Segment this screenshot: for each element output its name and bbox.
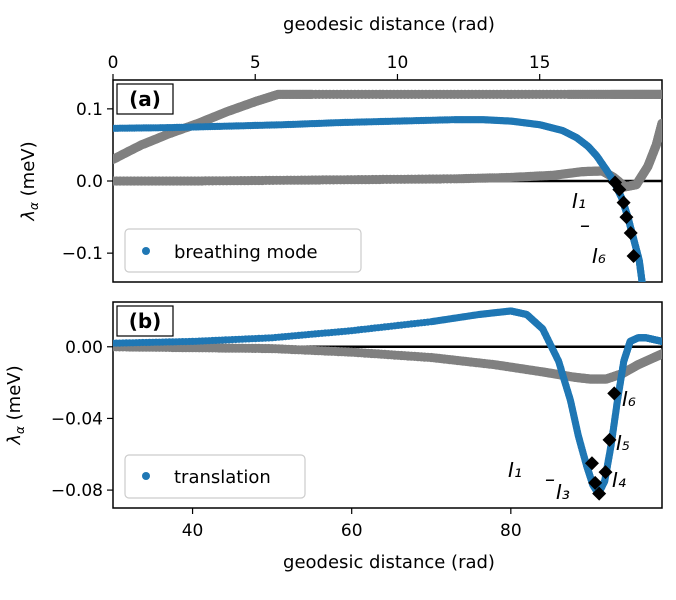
image-marker (607, 386, 622, 401)
image-marker (616, 195, 631, 210)
y-tick-label: 0.1 (76, 100, 103, 120)
marker-label-dash: – (545, 467, 555, 491)
image-marker (592, 486, 607, 501)
marker-label-last: I₆ (592, 244, 606, 268)
image-marker (584, 456, 599, 471)
top-x-axis-label: geodesic distance (rad) (283, 14, 495, 35)
image-marker (619, 210, 634, 225)
panel-b-legend-marker (142, 472, 150, 480)
y-tick-label: 0.00 (65, 338, 103, 358)
marker-label-first: I₁ (572, 189, 586, 213)
panel-b-x-ticks: 40 60 80 (182, 508, 522, 541)
image-marker (602, 432, 617, 447)
marker-label-i4: I₄ (612, 468, 626, 492)
panel-a-y-ticks: −0.1 0.0 0.1 (62, 100, 113, 264)
top-x-tick-label: 10 (387, 53, 409, 73)
panel-b-y-ticks: −0.08 −0.04 0.00 (51, 338, 113, 501)
blue-data-point (638, 278, 646, 282)
top-x-ticks: 0 5 10 15 (108, 53, 551, 80)
top-x-tick-label: 0 (108, 53, 119, 73)
panel-a-legend-label: breathing mode (174, 242, 318, 263)
x-tick-label: 60 (341, 521, 363, 541)
y-tick-label: −0.08 (51, 481, 103, 501)
x-tick-label: 40 (182, 521, 204, 541)
marker-label-i6: I₆ (622, 387, 636, 411)
x-tick-label: 80 (500, 521, 522, 541)
panel-a: −0.1 0.0 0.1 λα (meV) (a) breathing mode I… (18, 79, 663, 283)
image-marker (598, 465, 613, 480)
y-tick-label: −0.1 (62, 244, 103, 264)
panel-b-y-axis-label: λα (meV) (4, 365, 27, 445)
image-marker (612, 182, 627, 197)
top-x-tick-label: 5 (250, 53, 261, 73)
panel-b-label: (b) (129, 309, 162, 333)
y-tick-label: −0.04 (51, 409, 103, 429)
plot-clip-group (113, 89, 662, 282)
panel-b-plot-area (113, 307, 662, 501)
image-marker (626, 249, 641, 264)
panel-b: −0.08 −0.04 0.00 40 60 80 λα (meV) (b) trans… (4, 301, 663, 573)
marker-label-dash: – (580, 213, 590, 237)
panel-b-label-box (116, 305, 174, 337)
panel-b-legend-box (124, 454, 306, 499)
bottom-x-axis-label: geodesic distance (rad) (283, 552, 495, 573)
panel-b-legend-label: translation (174, 467, 271, 488)
panel-a-plot-area (113, 89, 662, 282)
y-tick-label: 0.0 (76, 172, 103, 192)
panel-a-label: (a) (129, 87, 161, 111)
image-marker (588, 475, 603, 490)
blue-data-point (658, 337, 662, 345)
marker-label-i3: I₃ (556, 480, 570, 504)
panel-a-legend-box (124, 228, 362, 273)
marker-label-i1: I₁ (508, 458, 522, 482)
image-marker (623, 225, 638, 240)
gray-data-point (657, 349, 662, 359)
gray-data-point (657, 89, 662, 99)
panel-a-legend-marker (142, 247, 150, 255)
marker-label-i5: I₅ (616, 431, 630, 455)
plot-clip-group (113, 307, 662, 501)
gray-data-point (657, 118, 662, 128)
top-x-tick-label: 15 (529, 53, 551, 73)
panel-a-y-axis-label: λα (meV) (18, 141, 41, 221)
panel-a-label-box (116, 83, 174, 115)
